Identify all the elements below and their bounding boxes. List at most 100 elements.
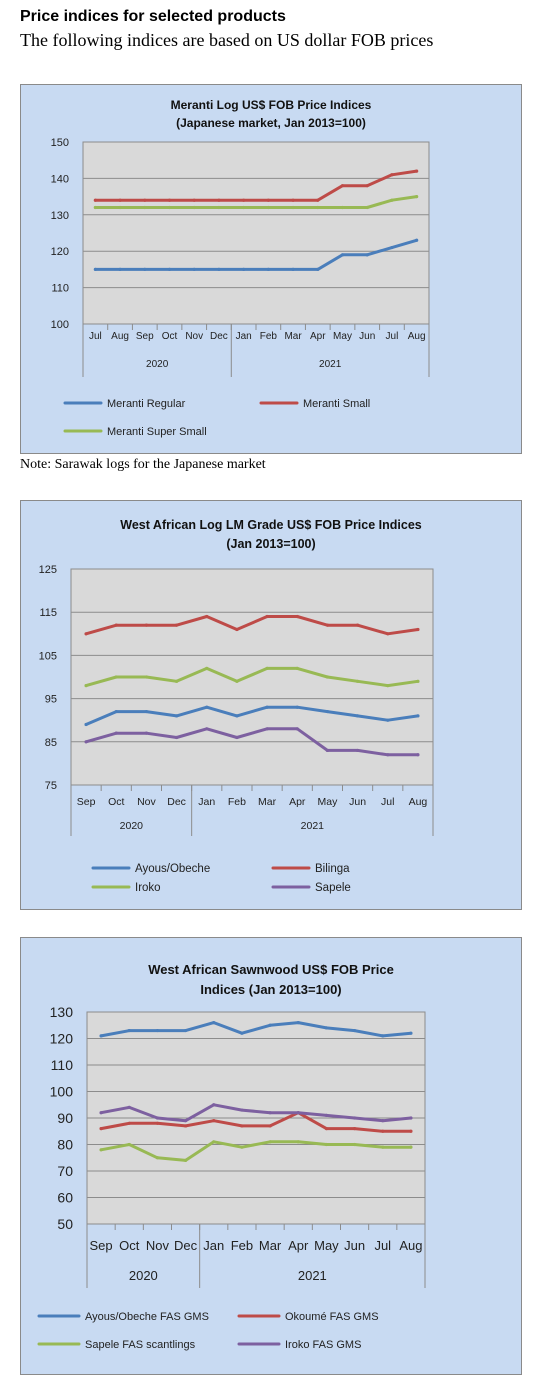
x-tick-label: Apr [288, 1238, 309, 1253]
data-point [167, 205, 172, 210]
year-group-label: 2021 [319, 359, 342, 370]
data-point [352, 1028, 357, 1033]
series-line-2 [84, 615, 420, 636]
data-point [242, 267, 246, 271]
data-point [212, 1021, 216, 1025]
legend-label: Okoumé FAS GMS [285, 1311, 379, 1323]
data-point [325, 675, 330, 679]
data-point [127, 1028, 131, 1033]
data-point [352, 1127, 357, 1131]
data-point [84, 740, 88, 744]
x-tick-label: Jan [236, 331, 252, 342]
x-tick-label: Jul [381, 796, 394, 808]
x-tick-label: Aug [111, 331, 129, 342]
data-point [296, 1021, 300, 1025]
chart-meranti-log: Meranti Log US$ FOB Price Indices (Japane… [51, 98, 430, 438]
legend-label: Ayous/Obeche FAS GMS [85, 1311, 209, 1323]
y-tick-label: 120 [51, 246, 69, 258]
data-point [390, 198, 394, 202]
data-point [340, 253, 345, 257]
data-point [240, 1145, 244, 1149]
x-tick-label: Nov [185, 331, 203, 342]
data-point [296, 1140, 300, 1144]
x-tick-label: Oct [119, 1238, 140, 1253]
data-point [144, 731, 149, 735]
chart-panel-west-african-sawnwood: West African Sawnwood US$ FOB Price Indic… [20, 937, 522, 1375]
x-tick-label: Dec [210, 331, 228, 342]
data-point [143, 267, 147, 271]
data-point [84, 632, 88, 636]
data-point [416, 753, 420, 757]
data-point [155, 1121, 160, 1125]
data-point [183, 1124, 188, 1128]
data-point [127, 1105, 131, 1109]
data-point [144, 623, 149, 627]
data-point [268, 1023, 272, 1027]
y-tick-label: 80 [57, 1137, 73, 1153]
chart-panel-meranti: Meranti Log US$ FOB Price Indices (Japane… [20, 84, 522, 454]
y-tick-label: 130 [50, 1004, 74, 1020]
data-point [325, 748, 330, 753]
x-tick-label: Mar [259, 1238, 282, 1253]
data-point [143, 205, 147, 210]
y-tick-label: 60 [57, 1190, 73, 1206]
x-tick-label: Oct [162, 331, 178, 342]
data-point [381, 1034, 385, 1038]
data-point [99, 1034, 103, 1038]
data-point [205, 666, 209, 670]
data-point [381, 1145, 385, 1149]
x-tick-label: Nov [137, 796, 156, 808]
x-tick-label: Feb [228, 796, 246, 808]
data-point [355, 714, 360, 718]
y-tick-label: 150 [51, 137, 69, 149]
x-tick-label: Apr [310, 331, 326, 342]
data-point [324, 1113, 329, 1117]
data-point [381, 1129, 385, 1133]
x-tick-label: Aug [409, 796, 428, 808]
data-point [167, 198, 172, 202]
data-point [386, 718, 390, 722]
data-point [266, 267, 270, 271]
data-point [291, 267, 295, 271]
series-line-3 [84, 666, 420, 688]
series-line-4 [84, 727, 420, 757]
x-tick-label: Jul [374, 1238, 391, 1253]
data-point [268, 1111, 272, 1115]
y-tick-label: 140 [51, 173, 69, 185]
data-point [409, 1129, 413, 1133]
data-point [355, 748, 360, 753]
chart-title-line: Meranti Log US$ FOB Price Indices [171, 98, 372, 112]
legend-label: Meranti Super Small [107, 426, 207, 438]
legend-label: Meranti Small [303, 398, 370, 410]
x-tick-label: Jul [386, 331, 399, 342]
data-point [127, 1142, 131, 1147]
plot-area [82, 141, 430, 325]
data-point [118, 198, 122, 202]
series-line-3 [99, 1140, 413, 1162]
data-point [386, 684, 390, 688]
data-point [174, 679, 179, 683]
data-point [415, 195, 419, 199]
data-point [355, 679, 360, 683]
data-point [266, 205, 270, 210]
data-point [365, 205, 369, 210]
y-tick-label: 90 [57, 1110, 73, 1126]
data-point [352, 1116, 357, 1120]
data-point [217, 205, 221, 210]
series-line-4 [99, 1103, 413, 1123]
data-point [316, 267, 320, 271]
data-point [99, 1127, 103, 1131]
data-point [295, 705, 299, 709]
data-point [144, 709, 149, 714]
legend-label: Ayous/Obeche [135, 863, 210, 875]
data-point [365, 253, 369, 257]
data-point [265, 666, 269, 670]
data-point [240, 1108, 244, 1112]
data-point [155, 1028, 160, 1033]
data-point [295, 614, 299, 619]
year-group-label: 2020 [120, 820, 144, 832]
x-tick-label: Jun [359, 331, 375, 342]
data-point [235, 735, 239, 740]
x-tick-label: Jun [349, 796, 366, 808]
data-point [84, 722, 88, 727]
